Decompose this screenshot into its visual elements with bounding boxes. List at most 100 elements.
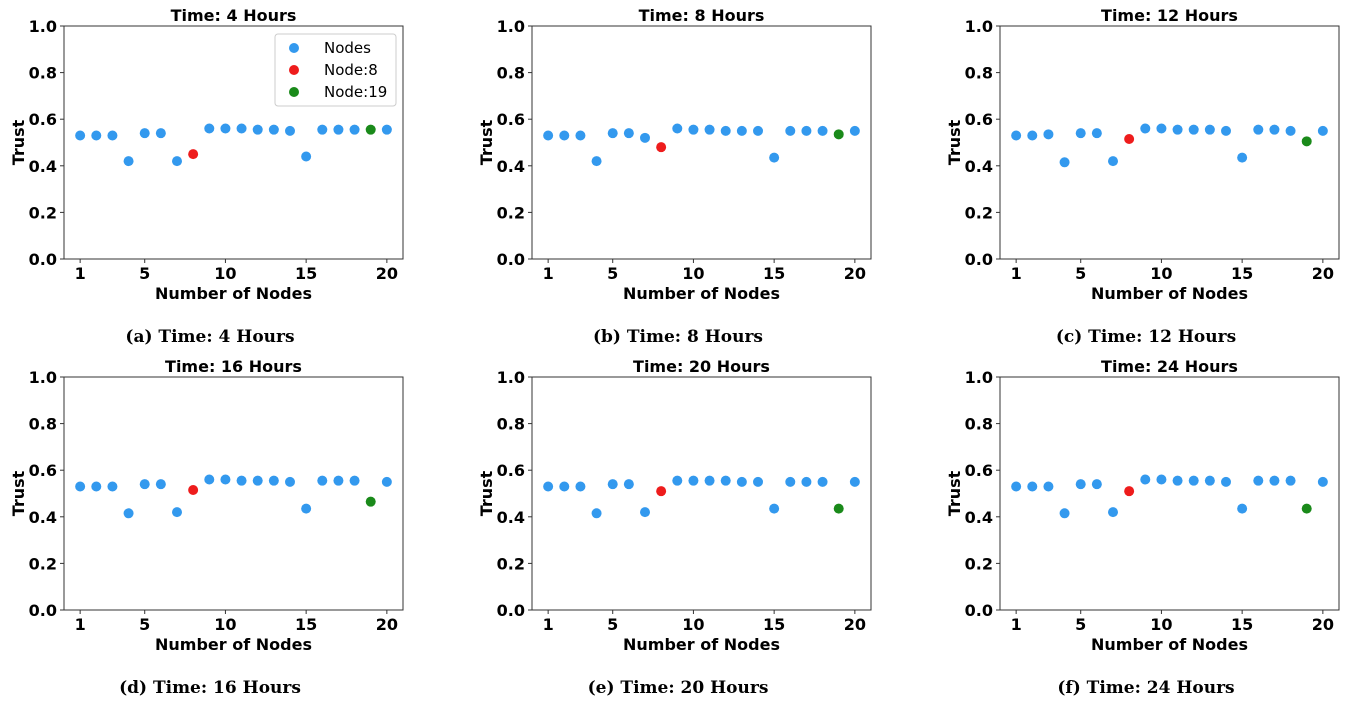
data-point [236,123,247,134]
data-point [785,476,796,487]
series-nodes [543,123,860,167]
x-tick-label: 10 [682,264,704,283]
data-point [1091,479,1102,490]
y-tick-label: 1.0 [965,17,993,36]
data-point [688,475,699,486]
data-point [91,481,102,492]
data-point [204,123,215,134]
x-axis-label: Number of Nodes [1091,635,1248,654]
series-nodes [543,475,860,519]
data-point [1237,503,1248,514]
data-point [817,476,828,487]
series-node-19 [365,496,376,507]
data-point [1204,475,1215,486]
data-point [1059,508,1070,519]
data-point [769,152,780,163]
series-node-19 [833,129,844,140]
plot-frame [531,25,872,260]
data-point [849,125,860,136]
data-point [575,481,586,492]
panel-d: Time: 16 Hours 0.0 0.2 0.4 0.6 0.8 1.0 1 5 10 15 20… [0,351,420,702]
data-point [333,475,344,486]
panel-a: Time: 4 Hours 0.0 0.2 0.4 0.6 0.8 1.0 1 5 10 15 20 N… [0,0,420,351]
data-point [1124,134,1135,145]
data-point [91,130,102,141]
x-tick-label: 5 [139,615,150,634]
y-tick-label: 1.0 [497,17,525,36]
y-tick-label: 0.8 [497,415,525,434]
data-point [220,474,231,485]
x-axis-label: Number of Nodes [155,635,312,654]
y-tick-label: 0.0 [29,250,57,269]
y-tick-label: 0.2 [497,554,525,573]
legend-marker [289,43,299,53]
data-point [1140,474,1151,485]
y-tick-label: 0.6 [497,110,525,129]
chart-title: Time: 4 Hours [171,6,297,25]
caption: (a) Time: 4 Hours [125,327,295,347]
legend-label: Node:8 [324,61,378,79]
y-tick-label: 0.4 [965,508,993,527]
caption: (e) Time: 20 Hours [587,678,769,698]
data-point [1253,475,1264,486]
data-point [688,124,699,135]
series-node-8 [188,149,199,160]
data-point [1043,129,1054,140]
y-axis-label: Trust [477,470,496,516]
y-tick-label: 0.2 [497,203,525,222]
series-nodes [75,474,392,519]
y-tick-label: 0.2 [965,554,993,573]
data-point [1237,152,1248,163]
series-node-19 [1301,503,1312,514]
data-point [591,156,602,167]
y-tick-label: 0.6 [29,461,57,480]
legend-label: Nodes [324,39,371,57]
data-point [1091,128,1102,139]
x-tick-label: 5 [139,264,150,283]
data-point [301,503,312,514]
y-tick-label: 0.4 [29,157,57,176]
data-point [252,475,263,486]
data-point [575,130,586,141]
x-tick-label: 5 [1075,615,1086,634]
data-point [591,508,602,519]
data-point [833,129,844,140]
data-point [543,481,554,492]
y-tick-label: 0.2 [965,203,993,222]
caption: (d) Time: 16 Hours [119,678,301,698]
series-node-19 [365,124,376,135]
data-point [753,125,763,136]
data-point [1253,124,1264,135]
series-node-8 [1124,486,1135,497]
x-tick-label: 15 [1231,615,1253,634]
data-point [704,475,715,486]
x-tick-label: 20 [1312,264,1334,283]
x-tick-label: 1 [1011,264,1022,283]
series-nodes [75,123,392,167]
data-point [672,123,683,134]
y-tick-label: 1.0 [497,368,525,387]
x-tick-label: 1 [75,264,86,283]
data-point [349,124,360,135]
chart-title: Time: 8 Hours [639,6,765,25]
data-point [1059,157,1070,168]
y-tick-label: 0.8 [497,64,525,83]
y-tick-label: 0.0 [497,250,525,269]
data-point [656,486,667,497]
data-point [317,475,328,486]
chart-title: Time: 16 Hours [165,357,302,376]
y-tick-label: 0.8 [965,415,993,434]
x-tick-label: 5 [1075,264,1086,283]
data-point [1269,124,1280,135]
chart-title: Time: 24 Hours [1101,357,1238,376]
data-point [1011,130,1022,141]
data-point [736,125,747,136]
y-tick-label: 0.8 [965,64,993,83]
data-point [204,474,215,485]
x-tick-label: 15 [295,264,317,283]
data-point [1027,481,1038,492]
y-tick-label: 0.0 [497,601,525,620]
data-point [1317,476,1328,487]
